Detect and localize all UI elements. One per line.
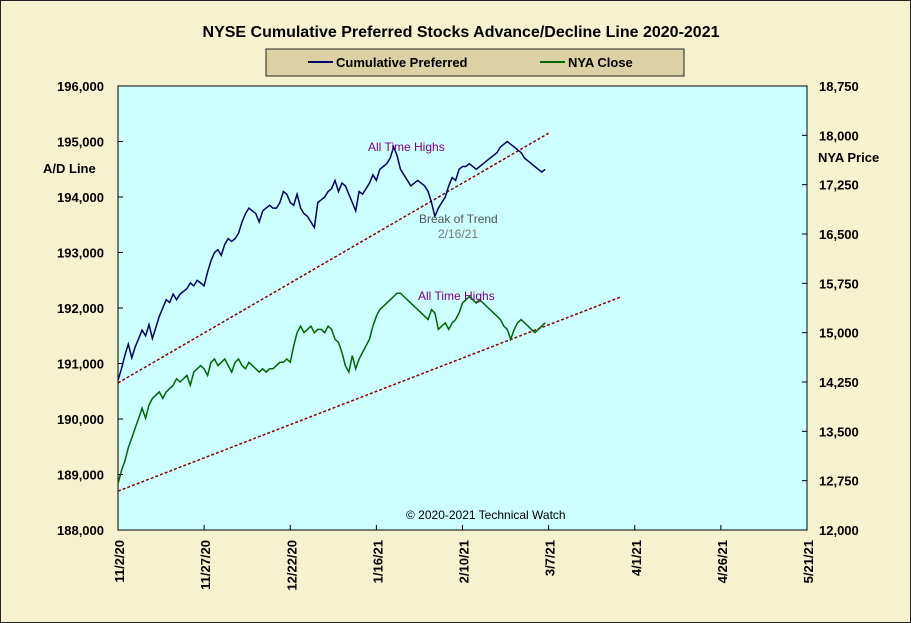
left-tick-label: 191,000 [57,357,104,372]
left-tick-label: 188,000 [57,523,104,538]
left-tick-label: 195,000 [57,135,104,150]
right-tick-label: 17,250 [819,178,859,193]
copyright: © 2020-2021 Technical Watch [406,508,566,522]
right-tick-label: 18,750 [819,79,859,94]
right-tick-label: 12,000 [819,523,859,538]
legend-label-ad: Cumulative Preferred [336,55,468,70]
left-tick-label: 190,000 [57,412,104,427]
chart-title: NYSE Cumulative Preferred Stocks Advance… [203,24,720,41]
right-tick-label: 15,750 [819,276,859,291]
right-tick-label: 14,250 [819,375,859,390]
trendlines [117,132,622,492]
annotation-ath-nya: All Time Highs [418,289,495,303]
annotation-break-date: 2/16/21 [438,227,478,241]
x-tick-label: 2/10/21 [457,540,472,583]
legend: Cumulative Preferred NYA Close [265,48,685,77]
series-cumulative-preferred-line [117,140,546,381]
x-tick-label: 5/21/21 [801,540,816,583]
x-tick-label: 12/22/20 [284,540,299,591]
legend-label-nya: NYA Close [568,55,633,70]
x-axis: 11/2/20 11/27/20 12/22/20 1/16/21 2/10/21 3/7… [112,525,816,591]
right-tick-label: 18,000 [819,128,859,143]
legend-box [265,48,685,77]
left-tick-label: 192,000 [57,301,104,316]
left-tick-label: 193,000 [57,246,104,261]
left-axis-label: A/D Line [43,161,96,176]
annotation-ath-ad: All Time Highs [368,140,445,154]
x-tick-label: 11/2/20 [112,540,127,583]
plot-area [117,85,808,531]
left-axis: 196,000 195,000 194,000 193,000 192,000 191,0… [57,79,123,538]
series-group [117,140,546,485]
left-tick-label: 196,000 [57,79,104,94]
right-tick-label: 12,750 [819,474,859,489]
trendline [117,132,550,384]
x-tick-label: 3/7/21 [543,540,558,576]
annotation-break-title: Break of Trend [419,212,498,226]
x-tick-label: 11/27/20 [198,540,213,590]
right-tick-label: 16,500 [819,227,859,242]
series-nya-close-line [117,292,546,485]
right-tick-label: 13,500 [819,424,859,439]
x-tick-label: 4/1/21 [629,540,644,576]
right-tick-label: 15,000 [819,326,859,341]
left-tick-label: 189,000 [57,468,104,483]
right-axis-label: NYA Price [818,150,879,165]
x-tick-label: 1/16/21 [370,540,385,583]
right-axis: 18,750 18,000 17,250 16,500 15,750 15,000 14,2… [802,79,859,538]
left-tick-label: 194,000 [57,190,104,205]
x-tick-label: 4/26/21 [715,540,730,583]
